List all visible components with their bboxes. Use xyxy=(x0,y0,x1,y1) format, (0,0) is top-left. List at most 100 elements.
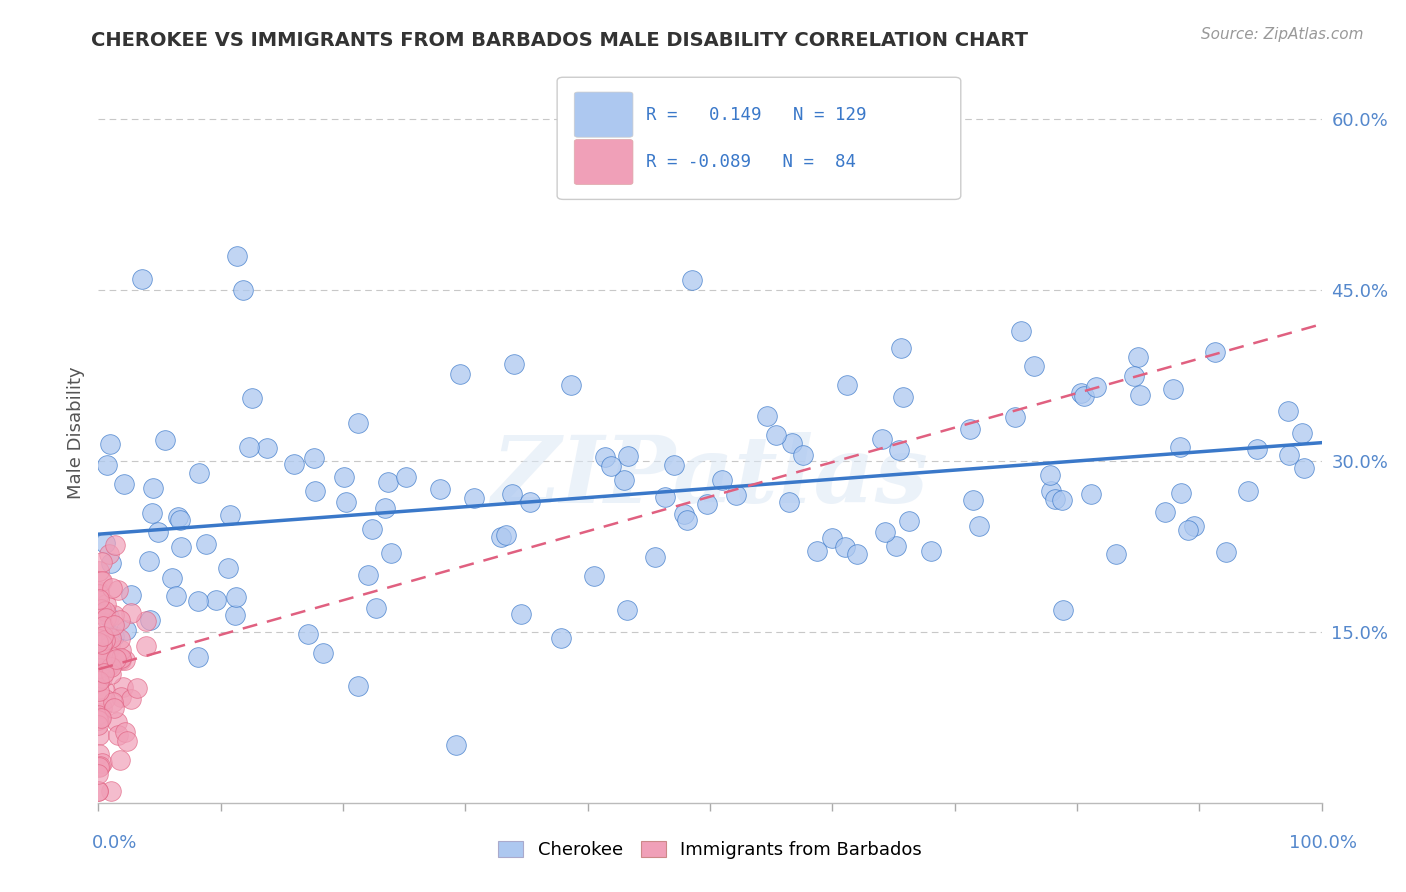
Point xyxy=(312,646,335,660)
Point xyxy=(224,608,246,623)
Point xyxy=(87,707,110,722)
Point xyxy=(138,554,160,568)
Point xyxy=(108,613,131,627)
Point xyxy=(1052,603,1074,617)
Point xyxy=(283,458,305,472)
Point xyxy=(395,469,418,483)
Point xyxy=(187,466,209,480)
Point xyxy=(366,601,388,615)
Point xyxy=(90,574,112,589)
Point xyxy=(429,482,451,496)
Point xyxy=(1129,387,1152,401)
Point xyxy=(1050,492,1073,507)
Point xyxy=(870,433,893,447)
Point xyxy=(115,623,138,637)
Point xyxy=(710,474,733,488)
Point xyxy=(780,435,803,450)
Point xyxy=(111,680,134,694)
Point xyxy=(302,450,325,465)
Point xyxy=(87,784,110,798)
Point xyxy=(103,617,125,632)
Point xyxy=(778,495,800,509)
Point xyxy=(155,433,177,447)
Legend: Cherokee, Immigrants from Barbados: Cherokee, Immigrants from Barbados xyxy=(489,831,931,868)
Point xyxy=(110,650,132,665)
Point xyxy=(87,649,110,664)
Point xyxy=(1182,519,1205,533)
Point xyxy=(1161,382,1184,396)
Point xyxy=(114,725,136,739)
Point xyxy=(125,681,148,696)
Point xyxy=(100,659,122,673)
Point xyxy=(374,500,396,515)
Point xyxy=(1215,545,1237,559)
Point xyxy=(835,378,858,392)
Y-axis label: Male Disability: Male Disability xyxy=(66,367,84,499)
Point xyxy=(205,593,228,607)
Point xyxy=(225,249,247,263)
Point xyxy=(120,691,142,706)
Point xyxy=(94,611,117,625)
Point xyxy=(195,537,218,551)
Point xyxy=(166,510,188,524)
Point xyxy=(519,495,541,509)
Point xyxy=(560,378,582,392)
Point xyxy=(616,603,638,617)
Point xyxy=(87,713,110,727)
Point xyxy=(873,525,896,540)
Point xyxy=(93,663,115,677)
Point xyxy=(1004,409,1026,424)
Point xyxy=(87,759,110,773)
Point xyxy=(91,618,114,632)
Point xyxy=(103,701,125,715)
Point xyxy=(87,747,110,762)
Point xyxy=(463,491,485,505)
Point xyxy=(347,679,370,693)
Point xyxy=(187,650,209,665)
Point xyxy=(1170,440,1192,454)
Point xyxy=(89,592,111,607)
Point xyxy=(110,652,132,666)
Point xyxy=(673,507,696,521)
Point xyxy=(135,614,157,628)
Point xyxy=(108,753,131,767)
Text: R =   0.149   N = 129: R = 0.149 N = 129 xyxy=(647,106,868,124)
Point xyxy=(256,441,278,455)
Point xyxy=(510,607,533,621)
Point xyxy=(94,597,117,611)
Text: CHEROKEE VS IMMIGRANTS FROM BARBADOS MALE DISABILITY CORRELATION CHART: CHEROKEE VS IMMIGRANTS FROM BARBADOS MAL… xyxy=(91,31,1028,50)
Point xyxy=(160,571,183,585)
Point xyxy=(845,547,868,561)
Point xyxy=(87,684,110,698)
Point xyxy=(550,631,572,645)
Point xyxy=(297,626,319,640)
Point xyxy=(225,590,247,604)
Point xyxy=(681,273,703,287)
Point xyxy=(1010,324,1032,338)
Point xyxy=(87,784,110,798)
Point xyxy=(217,561,239,575)
Point xyxy=(94,650,117,665)
Point xyxy=(218,508,240,523)
Point xyxy=(756,409,779,423)
Point xyxy=(1278,448,1301,462)
Point xyxy=(1039,484,1062,499)
Point xyxy=(1073,389,1095,403)
Point xyxy=(110,632,132,646)
Point xyxy=(105,714,128,729)
Point xyxy=(890,341,912,355)
Point xyxy=(91,637,114,651)
Point xyxy=(93,665,115,680)
Point xyxy=(676,513,699,527)
Point xyxy=(1237,483,1260,498)
Point xyxy=(87,673,110,688)
Point xyxy=(87,661,110,675)
Point xyxy=(110,690,132,705)
Point xyxy=(187,594,209,608)
Point xyxy=(1292,460,1315,475)
Point xyxy=(100,667,122,681)
Point xyxy=(489,530,512,544)
Point xyxy=(891,390,914,404)
Point xyxy=(240,391,263,405)
Point xyxy=(115,734,138,748)
